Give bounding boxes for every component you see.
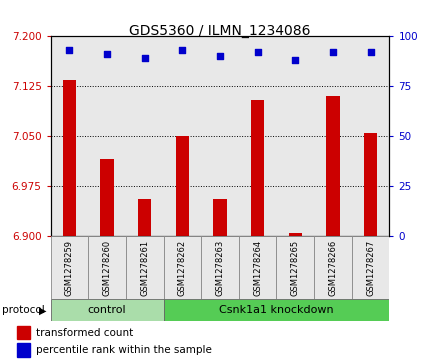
Text: GSM1278262: GSM1278262 [178, 240, 187, 296]
Bar [352, 236, 389, 299]
Bar [176, 136, 189, 236]
Bar [314, 36, 352, 236]
Bar [63, 79, 76, 236]
Bar [164, 236, 201, 299]
Text: GSM1278263: GSM1278263 [216, 240, 224, 296]
Text: GSM1278265: GSM1278265 [291, 240, 300, 296]
Text: GSM1278260: GSM1278260 [103, 240, 112, 296]
Bar [364, 133, 377, 236]
Point [103, 52, 110, 57]
Text: GSM1278267: GSM1278267 [366, 240, 375, 296]
Point [330, 49, 337, 55]
Point [254, 49, 261, 55]
Text: GSM1278264: GSM1278264 [253, 240, 262, 296]
Bar [289, 233, 302, 236]
Text: percentile rank within the sample: percentile rank within the sample [36, 345, 212, 355]
Bar [352, 36, 389, 236]
Text: GDS5360 / ILMN_1234086: GDS5360 / ILMN_1234086 [129, 24, 311, 38]
Bar [201, 236, 239, 299]
Bar [276, 36, 314, 236]
Bar [326, 96, 340, 236]
Text: ▶: ▶ [39, 305, 46, 315]
Point [179, 47, 186, 53]
Bar [17, 343, 30, 357]
Text: Csnk1a1 knockdown: Csnk1a1 knockdown [219, 305, 334, 315]
Bar [88, 236, 126, 299]
Bar [51, 236, 88, 299]
Point [292, 57, 299, 63]
Bar [239, 236, 276, 299]
Bar [138, 199, 151, 236]
Bar [88, 36, 126, 236]
Point [367, 49, 374, 55]
Bar [164, 299, 389, 321]
Bar [126, 236, 164, 299]
Point [66, 47, 73, 53]
Text: GSM1278261: GSM1278261 [140, 240, 149, 296]
Bar [100, 159, 114, 236]
Text: GSM1278266: GSM1278266 [328, 240, 337, 296]
Bar [164, 36, 201, 236]
Point [216, 53, 224, 59]
Bar [239, 36, 276, 236]
Bar [51, 36, 88, 236]
Point [141, 55, 148, 61]
Bar [126, 36, 164, 236]
Text: GSM1278259: GSM1278259 [65, 240, 74, 296]
Bar [251, 99, 264, 236]
Bar [51, 299, 164, 321]
Text: protocol: protocol [2, 305, 45, 315]
Text: transformed count: transformed count [36, 327, 133, 338]
Bar [314, 236, 352, 299]
Bar [276, 236, 314, 299]
Bar [17, 326, 30, 339]
Text: control: control [88, 305, 126, 315]
Bar [201, 36, 239, 236]
Bar [213, 199, 227, 236]
